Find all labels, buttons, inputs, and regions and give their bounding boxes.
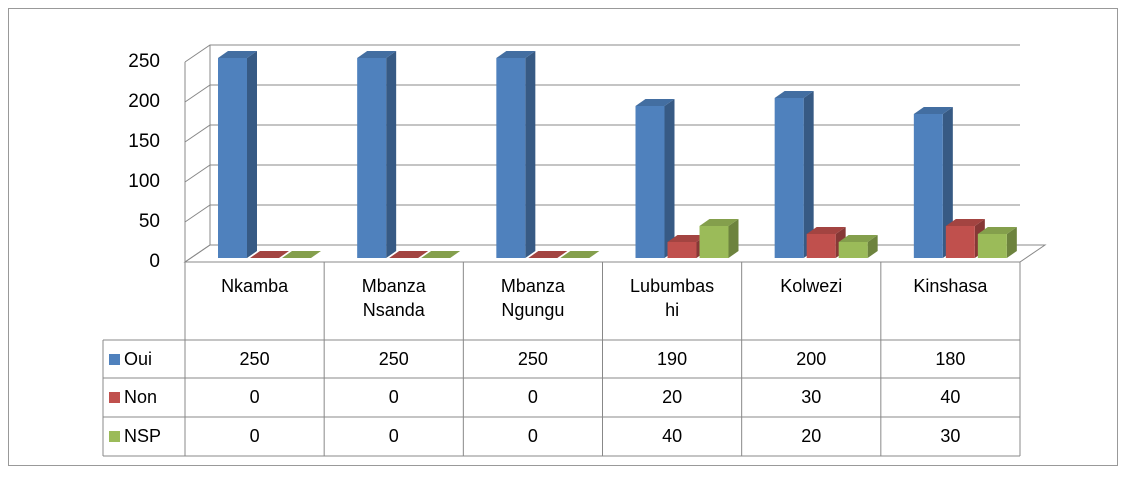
bar-side [942, 107, 953, 258]
bar [357, 58, 387, 258]
category-cell: Mbanza Nsanda [324, 262, 463, 340]
bar [635, 106, 665, 258]
table-value: 200 [796, 348, 827, 369]
table-value: 250 [239, 348, 270, 369]
table-value: 30 [940, 426, 961, 446]
bar-top [250, 251, 289, 258]
legend-entry: NSP [103, 417, 185, 456]
y-tick-label: 250 [128, 51, 160, 72]
bar-top [977, 227, 1017, 234]
legend-key [109, 392, 120, 403]
legend-entry: Non [103, 378, 185, 417]
bar [945, 226, 975, 258]
y-tick-label: 200 [128, 91, 160, 112]
bar-top [699, 219, 739, 226]
table-value: 0 [388, 387, 399, 407]
bar-top [528, 251, 568, 258]
table-value: 40 [940, 387, 961, 407]
bar-top [945, 219, 985, 226]
legend-entry: Oui [103, 340, 185, 378]
bar-top [774, 91, 814, 98]
table-value: 0 [388, 426, 399, 446]
table-value: 0 [249, 426, 260, 446]
bar-top [667, 235, 707, 242]
bar-top [635, 99, 675, 106]
category-cell: Kolwezi [742, 262, 881, 340]
bar-top [806, 227, 846, 234]
bar-top [496, 51, 536, 58]
grid-line [184, 164, 1020, 183]
legend-key [109, 431, 120, 442]
legend-label: Non [124, 387, 158, 407]
category-cell: Mbanza Ngungu [463, 262, 602, 340]
bar [977, 234, 1007, 258]
bar [699, 226, 729, 258]
bar-side [803, 91, 814, 258]
bar [838, 242, 868, 258]
category-cell: Lubumbashi [603, 262, 742, 340]
category-cell: Kinshasa [881, 262, 1020, 340]
bar-top [838, 235, 878, 242]
table-value: 250 [517, 348, 548, 369]
bar-side [1006, 227, 1017, 258]
bar [496, 58, 526, 258]
table-value: 30 [801, 387, 822, 407]
x-tick-label: Kolwezi [780, 276, 843, 296]
grid-line [184, 84, 1020, 103]
bar [806, 234, 836, 258]
bar [218, 58, 247, 258]
x-tick-label: Nkamba [221, 276, 289, 296]
bar-top [389, 251, 429, 258]
bar-side [728, 219, 739, 258]
bar [774, 98, 804, 258]
bar [913, 114, 943, 258]
bar-top [218, 51, 257, 58]
bar-top [357, 51, 397, 58]
x-tick-label: Kinshasa [913, 276, 988, 296]
y-tick-label: 50 [139, 211, 160, 232]
bar-top [421, 251, 461, 258]
category-cell: Nkamba [185, 262, 324, 340]
bar [667, 242, 697, 258]
bar-side [247, 51, 257, 258]
legend-label: NSP [124, 426, 162, 446]
grid-line [184, 204, 1020, 223]
table-value: 0 [249, 387, 260, 407]
bar-top [913, 107, 953, 114]
grid-line [184, 44, 1020, 63]
y-tick-label: 150 [128, 131, 160, 152]
table-value: 180 [935, 348, 966, 369]
bar-top [560, 251, 600, 258]
bar-side [386, 51, 397, 258]
table-value: 20 [801, 426, 822, 446]
table-value: 0 [527, 426, 538, 446]
bar-top [282, 251, 321, 258]
legend-key [109, 353, 120, 365]
x-tick-label: Mbanza Nsanda [361, 276, 426, 320]
bar-side [664, 99, 675, 258]
table-value: 250 [378, 348, 409, 369]
legend-label: Oui [124, 348, 153, 369]
x-tick-label: Lubumbashi [630, 276, 715, 320]
y-tick-label: 0 [149, 251, 160, 272]
grid-line [184, 244, 1020, 263]
grid-line [184, 124, 1020, 143]
bar-side [525, 51, 536, 258]
x-tick-label: Mbanza Ngungu [500, 276, 565, 320]
y-tick-label: 100 [128, 171, 160, 192]
table-value: 20 [662, 387, 683, 407]
table-value: 190 [657, 348, 688, 369]
table-value: 40 [662, 426, 683, 446]
table-value: 0 [527, 387, 538, 407]
bar-side [867, 235, 878, 258]
